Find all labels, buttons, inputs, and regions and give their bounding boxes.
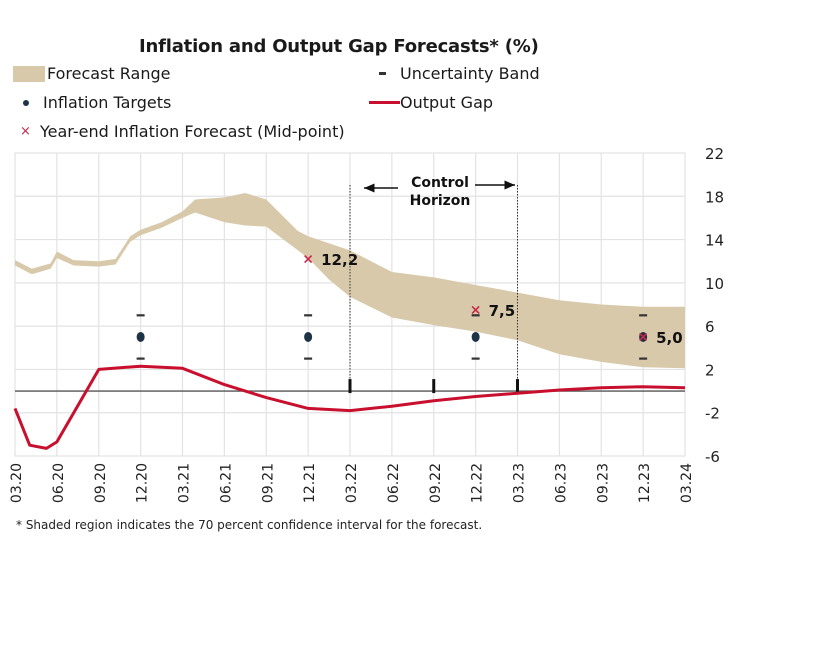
output-gap-line: [13, 364, 686, 450]
legend-year-end-forecast: × Year-end Inflation Forecast (Mid-point…: [0, 122, 345, 141]
legend-label: Year-end Inflation Forecast (Mid-point): [40, 122, 345, 141]
x-tick-label: 03.24: [679, 463, 695, 503]
x-tick-label: 03.20: [9, 463, 25, 503]
x-tick-label: 06.20: [51, 463, 67, 503]
x-tick-label: 03.23: [512, 463, 528, 503]
legend-output-gap: Output Gap: [369, 93, 493, 112]
forecast-range-swatch-icon: [13, 65, 45, 82]
inflation-target-dot: [471, 331, 480, 342]
y-tick-label: 18: [705, 188, 724, 206]
line-icon: [369, 101, 400, 104]
legend-inflation-targets: Inflation Targets: [0, 93, 171, 112]
x-tick-label: 03.22: [344, 463, 360, 503]
x-mark-icon: ×: [20, 124, 31, 139]
y-tick-label: 6: [705, 318, 715, 336]
y-tick-label: -2: [705, 405, 720, 423]
chart-title: Inflation and Output Gap Forecasts* (%): [139, 36, 539, 57]
year-end-forecast-label: 12,2: [321, 251, 358, 269]
x-tick-label: 12.23: [637, 463, 653, 503]
x-tick-label: 09.20: [93, 463, 109, 503]
year-end-forecast-marker: [639, 332, 648, 342]
x-tick-label: 06.22: [386, 463, 402, 503]
y-tick-label: 14: [705, 232, 724, 250]
y-tick-label: 22: [705, 145, 724, 163]
inflation-target-dot: [304, 331, 313, 342]
x-tick-label: 03.21: [177, 463, 193, 503]
x-tick-label: 12.22: [470, 463, 486, 503]
year-end-forecast-marker: [304, 254, 313, 264]
dot-icon: [23, 99, 29, 106]
footnote: * Shaded region indicates the 70 percent…: [16, 518, 483, 532]
x-tick-label: 12.21: [302, 463, 318, 503]
year-end-forecast-label: 7,5: [489, 302, 516, 320]
dash-icon: [379, 72, 386, 75]
legend-uncertainty-band: Uncertainty Band: [379, 64, 540, 83]
inflation-target-dot: [136, 331, 145, 342]
legend-label: Output Gap: [400, 93, 494, 112]
legend-label: Uncertainty Band: [400, 64, 540, 83]
x-tick-label: 09.23: [595, 463, 611, 503]
x-tick-label: 06.21: [218, 463, 234, 503]
x-tick-label: 06.23: [553, 463, 569, 503]
x-tick-label: 09.21: [260, 463, 276, 503]
x-tick-label: 12.20: [135, 463, 151, 503]
y-tick-label: 10: [705, 275, 724, 293]
y-tick-label: -6: [705, 448, 720, 466]
legend-label: Inflation Targets: [43, 93, 172, 112]
control-horizon-label: Horizon: [410, 193, 471, 209]
y-tick-label: 2: [705, 361, 715, 379]
legend-label: Forecast Range: [47, 64, 171, 83]
year-end-forecast-label: 5,0: [656, 329, 683, 347]
chart-canvas: 22 18 14 10 6 2 -2 -6 03.20 06.20 09.20 12.20 03.21 0…: [9, 145, 724, 503]
control-horizon-label: Control: [411, 175, 469, 191]
legend-forecast-range: Forecast Range: [13, 64, 171, 83]
year-end-forecast-marker: [471, 305, 480, 314]
x-tick-label: 09.22: [428, 463, 444, 503]
